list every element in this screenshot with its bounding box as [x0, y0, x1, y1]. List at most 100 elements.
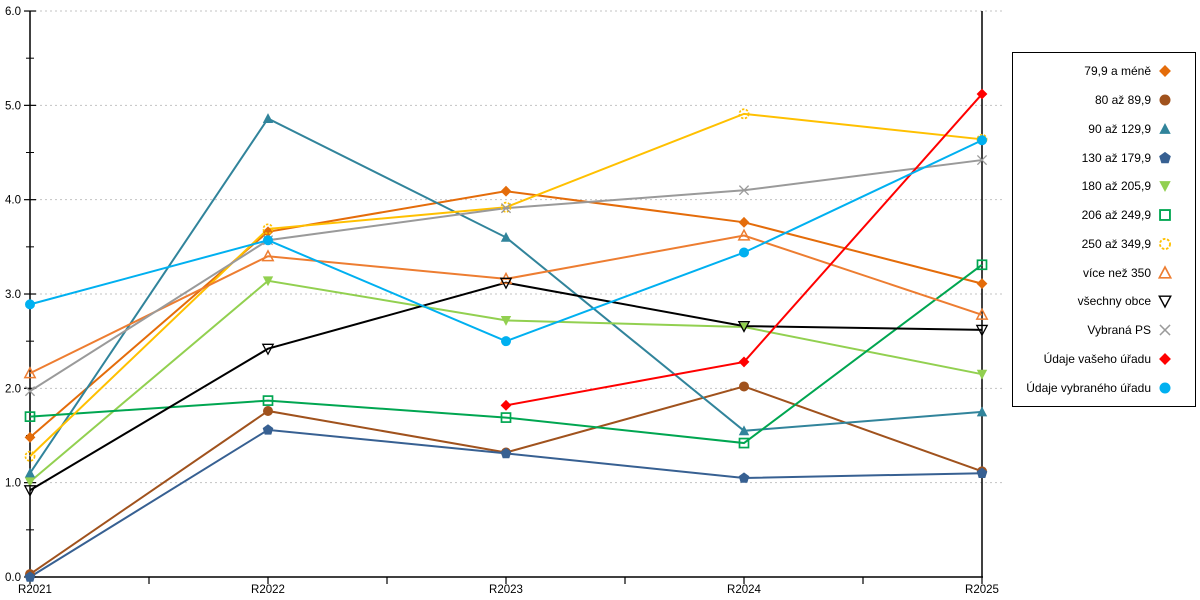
legend-item-label: více než 350	[1082, 265, 1151, 280]
y-tick-label: 2.0	[5, 383, 21, 395]
series-marker	[738, 472, 750, 483]
series-line	[29, 263, 983, 445]
series-marker	[499, 277, 513, 290]
series-marker	[25, 299, 35, 310]
legend-item: 79,9 a méně	[1013, 59, 1195, 83]
legend-item: Vybraná PS	[1013, 318, 1195, 342]
series-marker	[500, 185, 512, 197]
legend-item: 130 až 179,9	[1013, 146, 1195, 170]
y-tick-label: 3.0	[5, 289, 21, 301]
series-marker	[976, 278, 988, 290]
series-marker	[1159, 65, 1171, 78]
series-marker	[500, 412, 512, 423]
series-marker	[739, 247, 749, 258]
legend-item: více než 350	[1013, 261, 1195, 285]
diamond-legend-icon	[1159, 352, 1171, 365]
legend-item: 250 až 349,9	[1013, 232, 1195, 256]
y-tick-label: 1.0	[5, 478, 21, 490]
legend-item-label: Vybraná PS	[1087, 323, 1151, 338]
series-marker	[1159, 151, 1171, 163]
x-tick-label: R2023	[489, 584, 523, 596]
series-marker	[262, 223, 274, 235]
series-marker	[500, 201, 512, 213]
series-marker	[262, 113, 274, 123]
triangle-down-legend-icon	[1159, 181, 1171, 193]
series-marker	[738, 356, 750, 368]
series-marker	[261, 249, 275, 262]
series-marker	[738, 216, 750, 228]
series-marker	[24, 571, 36, 582]
series-marker	[737, 228, 751, 241]
legend-item: všechny obce	[1013, 289, 1195, 313]
series-marker	[262, 276, 274, 287]
series-marker	[975, 307, 989, 320]
legend-item-label: 206 až 249,9	[1081, 208, 1151, 223]
y-tick-label: 5.0	[5, 100, 21, 112]
legend-item-label: 90 až 129,9	[1088, 121, 1151, 136]
series-marker	[1159, 382, 1171, 394]
series-marker	[23, 485, 37, 498]
series-marker	[263, 235, 273, 246]
legend-item-label: Údaje vybraného úřadu	[1026, 380, 1151, 395]
series-marker	[976, 467, 988, 479]
series-marker	[976, 369, 988, 380]
legend-item-label: všechny obce	[1077, 294, 1151, 309]
series-marker	[1159, 209, 1171, 222]
x-legend-icon	[1159, 324, 1171, 336]
legend-item: 90 až 129,9	[1013, 117, 1195, 141]
legend-item: Údaje vybraného úřadu	[1013, 376, 1195, 400]
circle-open-dashed-legend-icon	[1159, 237, 1171, 250]
y-tick-label: 0.0	[5, 572, 21, 584]
triangle-down-open-legend-icon	[1158, 295, 1172, 309]
series-marker	[500, 447, 512, 459]
series-marker	[738, 437, 750, 449]
series-marker	[977, 135, 987, 146]
series-marker	[501, 336, 511, 347]
legend-item: Údaje vašeho úřadu	[1013, 347, 1195, 371]
triangle-up-legend-icon	[1159, 122, 1171, 134]
series-marker	[976, 406, 988, 417]
series-marker	[1159, 94, 1171, 106]
series-marker	[23, 366, 37, 379]
series-marker	[261, 343, 275, 356]
legend-item: 206 až 249,9	[1013, 203, 1195, 227]
series-marker	[1159, 237, 1171, 250]
series-marker	[739, 381, 749, 392]
circle-legend-icon	[1159, 94, 1171, 106]
series-marker	[262, 395, 274, 406]
series-marker	[1159, 352, 1171, 365]
series-marker	[24, 411, 36, 422]
series-marker	[24, 450, 36, 462]
x-tick-label: R2021	[18, 584, 52, 596]
series-marker	[1157, 264, 1173, 279]
series-marker	[1158, 295, 1172, 309]
pentagon-legend-icon	[1159, 151, 1171, 163]
series-marker	[738, 185, 750, 196]
x-tick-label: R2022	[251, 584, 285, 596]
series-marker	[975, 324, 989, 337]
series-marker	[500, 203, 512, 214]
series-marker	[1159, 122, 1171, 134]
legend-item-label: 79,9 a méně	[1084, 64, 1151, 79]
series-marker	[1159, 324, 1171, 336]
series-marker	[500, 399, 512, 411]
series-marker	[24, 386, 36, 397]
triangle-up-open-legend-icon	[1157, 264, 1173, 279]
series-marker	[738, 425, 750, 436]
square-open-legend-icon	[1159, 209, 1171, 222]
series-marker	[976, 155, 988, 166]
y-tick-label: 4.0	[5, 195, 21, 207]
circle-legend-icon	[1159, 382, 1171, 394]
series-marker	[24, 467, 36, 478]
legend: 79,9 a méně 80 až 89,9 90 až 129,9 130 až 1…	[1012, 52, 1196, 407]
legend-item: 180 až 205,9	[1013, 174, 1195, 198]
legend-item-label: Údaje vašeho úřadu	[1043, 351, 1151, 366]
series-marker	[976, 259, 988, 271]
series-marker	[24, 477, 36, 488]
series-marker	[262, 424, 274, 435]
diamond-legend-icon	[1159, 65, 1171, 78]
y-tick-label: 6.0	[5, 6, 21, 18]
series-marker	[500, 232, 512, 242]
series-marker	[976, 88, 988, 100]
legend-item: 80 až 89,9	[1013, 88, 1195, 112]
